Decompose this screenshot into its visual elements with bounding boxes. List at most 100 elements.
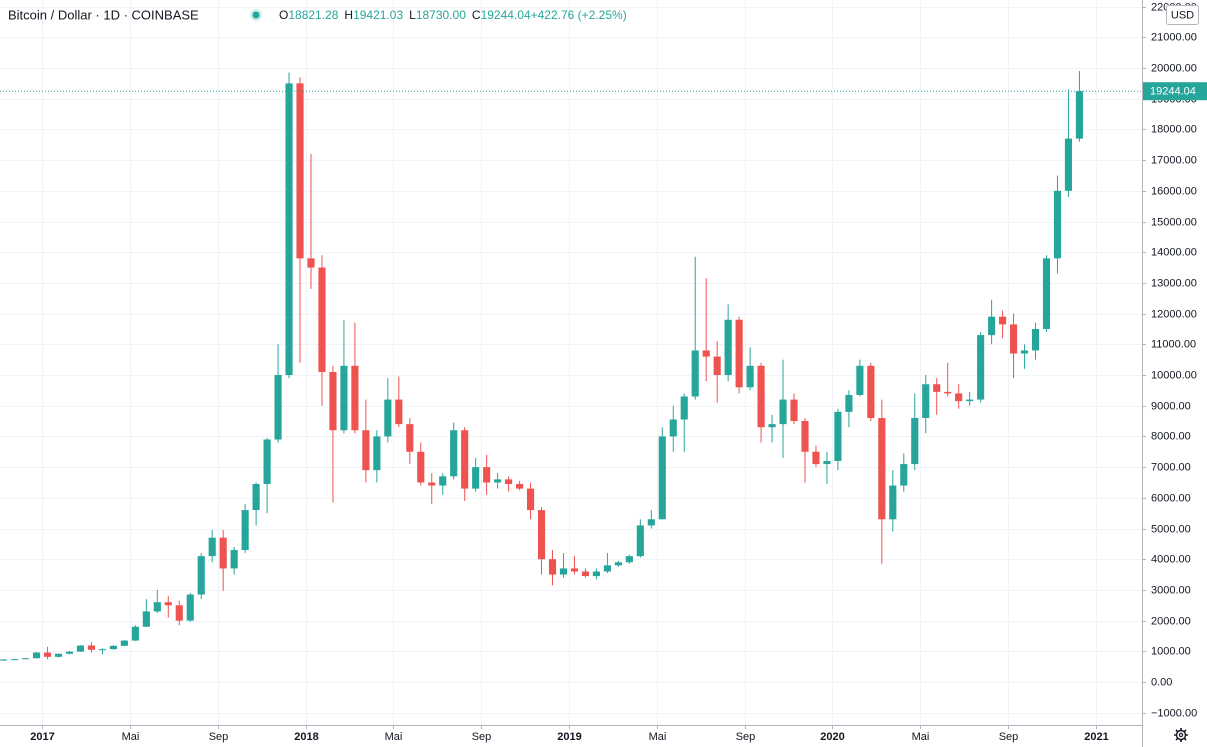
- x-tick-label: Mai: [385, 731, 403, 743]
- y-tick-label: 5000.00: [1151, 523, 1191, 535]
- ohlc-legend: O18821.28 H19421.03 L18730.00 C19244.04+422…: [279, 8, 627, 22]
- candle-body: [296, 83, 304, 259]
- candle-body: [1064, 138, 1073, 191]
- candle-body: [11, 659, 19, 661]
- candle-body: [1031, 328, 1040, 351]
- candle-body: [252, 483, 260, 511]
- legend-key: O: [279, 8, 288, 22]
- candles: [0, 71, 1083, 661]
- x-tick-label: 2017: [30, 731, 54, 743]
- axes: −1000.00 0.00 1000.00 2000.00 3000.00 4000.00…: [30, 1, 1207, 743]
- candle-body: [406, 424, 414, 452]
- candle-body: [867, 365, 875, 418]
- candle-body: [933, 384, 941, 392]
- candle-body: [340, 365, 348, 431]
- x-tick-label: Mai: [122, 731, 140, 743]
- candle-body: [219, 537, 227, 569]
- candle-body: [889, 485, 897, 520]
- legend-value: 18730.00: [416, 8, 466, 22]
- candle-body: [87, 645, 96, 650]
- candle-body: [461, 430, 469, 489]
- candle-body: [801, 421, 809, 452]
- legend-key: L: [409, 8, 416, 22]
- candle-body: [878, 417, 886, 520]
- candle-body: [76, 645, 85, 652]
- candle-body: [823, 460, 831, 465]
- candle-body: [735, 319, 743, 388]
- y-tick-label: 21000.00: [1151, 31, 1197, 43]
- candle-body: [472, 467, 480, 489]
- legend-key: C: [472, 8, 481, 22]
- candle-body: [526, 488, 535, 511]
- candle-body: [658, 436, 666, 520]
- candle-body: [43, 652, 52, 657]
- settings-icon[interactable]: [1174, 728, 1188, 742]
- gear-hub: [1178, 732, 1184, 738]
- candle-body: [208, 537, 216, 557]
- candle-body: [329, 371, 337, 431]
- candle-body: [900, 464, 908, 486]
- currency-box[interactable]: [1166, 5, 1199, 25]
- candle-body: [625, 556, 633, 563]
- candle-body: [285, 83, 293, 376]
- candle-body: [713, 356, 721, 376]
- y-tick-label: 12000.00: [1151, 308, 1197, 320]
- y-tick-label: 3000.00: [1151, 584, 1191, 596]
- y-tick-label: 1000.00: [1151, 645, 1191, 657]
- candle-body: [494, 479, 502, 483]
- last-price-box: [1143, 82, 1207, 101]
- y-tick-label: 11000.00: [1151, 338, 1196, 350]
- y-tick-label: 14000.00: [1151, 246, 1197, 258]
- x-tick-label: 2018: [294, 731, 318, 743]
- candle-body: [724, 319, 732, 376]
- y-tick-label: 8000.00: [1151, 430, 1191, 442]
- y-tick-label: 0.00: [1151, 676, 1172, 688]
- candle-body: [439, 476, 447, 486]
- candle-body: [450, 430, 458, 477]
- y-tick-label: 17000.00: [1151, 154, 1197, 166]
- x-tick-label: Mai: [649, 731, 667, 743]
- candle-body: [351, 365, 359, 431]
- y-tick-label: 18000.00: [1151, 123, 1197, 135]
- y-tick-label: −1000.00: [1151, 707, 1197, 719]
- legend-value: 18821.28: [288, 8, 338, 22]
- candle-body: [65, 651, 74, 654]
- candle-body: [768, 424, 776, 428]
- candle-body: [977, 335, 985, 400]
- candle-body: [944, 391, 952, 394]
- y-tick-label: 15000.00: [1151, 216, 1197, 228]
- candle-body: [746, 365, 754, 388]
- chart-title: Bitcoin / Dollar · 1D · COINBASE: [8, 7, 199, 22]
- x-tick-label: Sep: [736, 731, 756, 743]
- x-tick-label: Sep: [999, 731, 1019, 743]
- candle-body: [54, 653, 63, 657]
- candle-body: [417, 451, 425, 483]
- candle-body: [120, 640, 128, 646]
- legend-key: H: [344, 8, 353, 22]
- candle-body: [0, 659, 8, 661]
- status-dot: [252, 11, 260, 19]
- candle-body: [1009, 324, 1018, 354]
- gear-teeth: [1174, 728, 1188, 742]
- legend-value: 19421.03: [353, 8, 403, 22]
- candle-body: [186, 594, 194, 621]
- candle-body: [373, 436, 381, 471]
- candle-body: [32, 652, 41, 659]
- candle-body: [384, 399, 392, 437]
- candle-body: [142, 611, 150, 627]
- candle-body: [592, 571, 600, 577]
- candle-body: [153, 602, 161, 612]
- candle-body: [241, 510, 249, 551]
- candle-body: [636, 525, 644, 557]
- candle-body: [790, 399, 798, 422]
- candle-body: [1020, 350, 1029, 354]
- candle-body: [911, 417, 919, 465]
- x-tick-label: 2020: [820, 731, 844, 743]
- x-tick-label: 2019: [557, 731, 581, 743]
- candle-body: [856, 365, 864, 395]
- candle-body: [22, 658, 30, 660]
- candle-body: [362, 430, 370, 471]
- candle-body: [395, 399, 403, 425]
